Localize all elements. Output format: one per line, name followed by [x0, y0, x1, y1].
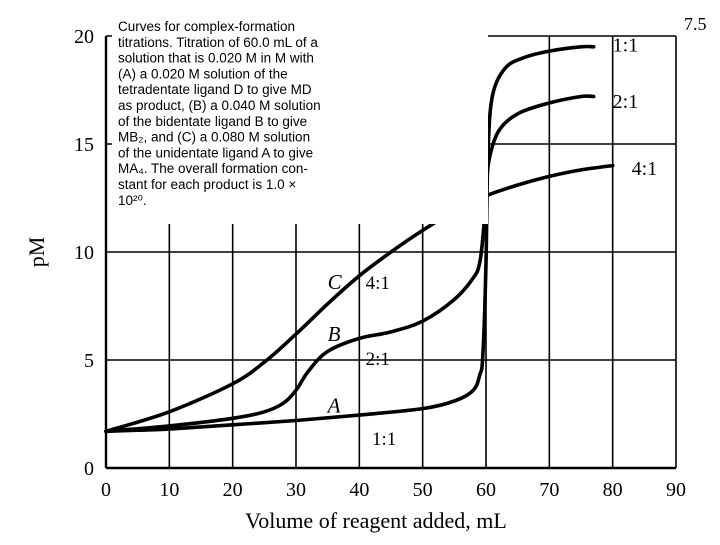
- corner-label: 7.5: [684, 14, 707, 34]
- caption-line: stant for each product is 1.0 ×: [118, 177, 296, 192]
- caption-line: (A) a 0.020 M solution of the: [118, 66, 288, 81]
- caption-line: of the bidentate ligand B to give: [118, 114, 307, 129]
- ratio-label: 2:1: [366, 349, 390, 370]
- curve-b: [104, 94, 596, 434]
- caption-line: as product, (B) a 0.040 M solution: [118, 98, 321, 113]
- curve-c: [104, 163, 615, 434]
- ratio-label: 2:1: [613, 91, 639, 113]
- caption-line: 10²⁰.: [118, 193, 147, 208]
- y-tick-label: 15: [74, 134, 94, 156]
- x-tick-label: 10: [159, 479, 179, 501]
- x-tick-label: 70: [539, 479, 559, 501]
- y-axis-title: pM: [24, 237, 49, 268]
- series-layer: [104, 44, 615, 434]
- annotation-layer: C 4:1 B 2:1 A 1:1 1:1 2:1 4:1: [326, 35, 658, 450]
- x-tick-label: 80: [603, 479, 623, 501]
- ratio-label: 4:1: [632, 158, 658, 180]
- x-tick-label: 20: [223, 479, 243, 501]
- x-tick-label: 50: [413, 479, 433, 501]
- y-tick-label: 0: [84, 458, 94, 480]
- tick-label-layer: 0 5 10 15 20 0 10 20 30 40 50 60 70 80 90: [74, 26, 686, 501]
- curve-letter-label: C: [328, 270, 343, 294]
- ratio-label: 1:1: [372, 429, 396, 450]
- caption-line: Curves for complex-formation: [118, 19, 295, 34]
- figure-caption: Curves for complex-formationtitrations. …: [118, 19, 321, 208]
- x-axis-title: Volume of reagent added, mL: [245, 508, 507, 533]
- curve-letter-label: B: [328, 322, 341, 346]
- caption-background: [112, 14, 488, 224]
- y-tick-label: 20: [74, 26, 94, 48]
- ratio-label: 4:1: [366, 273, 390, 294]
- ratio-label: 1:1: [613, 35, 639, 57]
- x-tick-label: 30: [286, 479, 306, 501]
- caption-line: titrations. Titration of 60.0 mL of a: [118, 35, 318, 50]
- curve-letter-label: A: [326, 393, 341, 417]
- x-tick-label: 60: [476, 479, 496, 501]
- x-tick-label: 0: [101, 479, 111, 501]
- x-tick-label: 90: [666, 479, 686, 501]
- caption-line: of the unidentate ligand A to give: [118, 145, 313, 160]
- caption-line: tetradentate ligand D to give MD: [118, 82, 312, 97]
- y-tick-label: 5: [84, 350, 94, 372]
- caption-line: MA₄. The overall formation con-: [118, 161, 308, 176]
- axis-layer: [104, 36, 676, 470]
- curve-a: [104, 44, 596, 434]
- caption-line: solution that is 0.020 M in M with: [118, 51, 314, 66]
- x-tick-label: 40: [349, 479, 369, 501]
- caption-line: MB₂, and (C) a 0.080 M solution: [118, 130, 310, 145]
- y-tick-label: 10: [74, 242, 94, 264]
